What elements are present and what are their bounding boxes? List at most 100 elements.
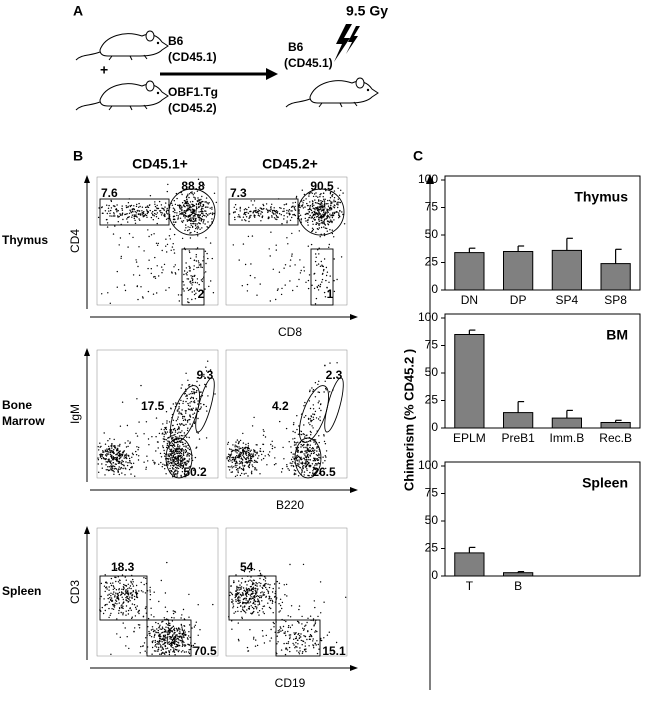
event-dot [167, 633, 168, 634]
x-axis-label: CD8 [278, 325, 302, 339]
event-dot [115, 209, 116, 210]
event-dot [232, 444, 233, 445]
event-dot [310, 616, 311, 617]
event-dot [137, 593, 138, 594]
event-dot [169, 623, 170, 624]
gate-percent: 7.6 [101, 186, 118, 200]
event-dot [330, 219, 331, 220]
event-dot [291, 605, 292, 606]
event-dot [166, 637, 167, 638]
event-dot [118, 210, 119, 211]
event-dot [177, 451, 178, 452]
event-dot [341, 211, 342, 212]
event-dot [287, 631, 288, 632]
event-dot [262, 217, 263, 218]
event-dot [286, 212, 287, 213]
event-dot [154, 592, 155, 593]
event-dot [259, 450, 260, 451]
event-dot [298, 210, 299, 211]
event-dot [281, 223, 282, 224]
event-dot [227, 457, 228, 458]
event-dot [192, 393, 193, 394]
gate-percent: 50.2 [183, 465, 207, 479]
event-dot [188, 203, 189, 204]
event-dot [324, 219, 325, 220]
event-dot [136, 585, 137, 586]
event-dot [330, 197, 331, 198]
event-dot [174, 471, 175, 472]
bar [455, 553, 484, 576]
event-dot [191, 277, 192, 278]
event-dot [161, 429, 162, 430]
event-dot [323, 435, 324, 436]
event-dot [296, 415, 297, 416]
event-dot [188, 455, 189, 456]
event-dot [179, 445, 180, 446]
event-dot [128, 598, 129, 599]
event-dot [198, 211, 199, 212]
event-dot [297, 463, 298, 464]
event-dot [277, 212, 278, 213]
event-dot [161, 266, 162, 267]
event-dot [200, 215, 201, 216]
event-dot [248, 213, 249, 214]
event-dot [251, 200, 252, 201]
event-dot [173, 420, 174, 421]
event-dot [317, 223, 318, 224]
event-dot [188, 651, 189, 652]
event-dot [167, 440, 168, 441]
event-dot [234, 459, 235, 460]
event-dot [143, 216, 144, 217]
event-dot [259, 595, 260, 596]
event-dot [289, 280, 290, 281]
event-dot [308, 462, 309, 463]
event-dot [165, 630, 166, 631]
event-dot [250, 458, 251, 459]
event-dot [183, 420, 184, 421]
event-dot [200, 266, 201, 267]
event-dot [108, 210, 109, 211]
event-dot [142, 214, 143, 215]
event-dot [127, 465, 128, 466]
event-dot [130, 211, 131, 212]
event-dot [187, 448, 188, 449]
event-dot [256, 444, 257, 445]
event-dot [255, 582, 256, 583]
event-dot [151, 654, 152, 655]
event-dot [121, 612, 122, 613]
event-dot [301, 434, 302, 435]
event-dot [178, 457, 179, 458]
event-dot [314, 600, 315, 601]
event-dot [201, 212, 202, 213]
event-dot [141, 212, 142, 213]
event-dot [280, 631, 281, 632]
event-dot [312, 640, 313, 641]
event-dot [197, 223, 198, 224]
event-dot [132, 209, 133, 210]
panel-label: B [73, 148, 83, 164]
event-dot [133, 205, 134, 206]
event-dot [138, 246, 139, 247]
event-dot [198, 260, 199, 261]
event-dot [155, 622, 156, 623]
event-dot [325, 388, 326, 389]
event-dot [198, 635, 199, 636]
event-dot [180, 432, 181, 433]
event-dot [186, 450, 187, 451]
event-dot [194, 400, 195, 401]
event-dot [131, 610, 132, 611]
event-dot [198, 267, 199, 268]
event-dot [321, 206, 322, 207]
event-dot [205, 206, 206, 207]
event-dot [294, 208, 295, 209]
event-dot [183, 288, 184, 289]
event-dot [173, 221, 174, 222]
event-dot [166, 211, 167, 212]
event-dot [183, 416, 184, 417]
event-dot [304, 270, 305, 271]
event-dot [245, 264, 246, 265]
flow-plot: 18.370.5 [97, 528, 218, 658]
event-dot [170, 408, 171, 409]
event-dot [183, 642, 184, 643]
event-dot [312, 204, 313, 205]
